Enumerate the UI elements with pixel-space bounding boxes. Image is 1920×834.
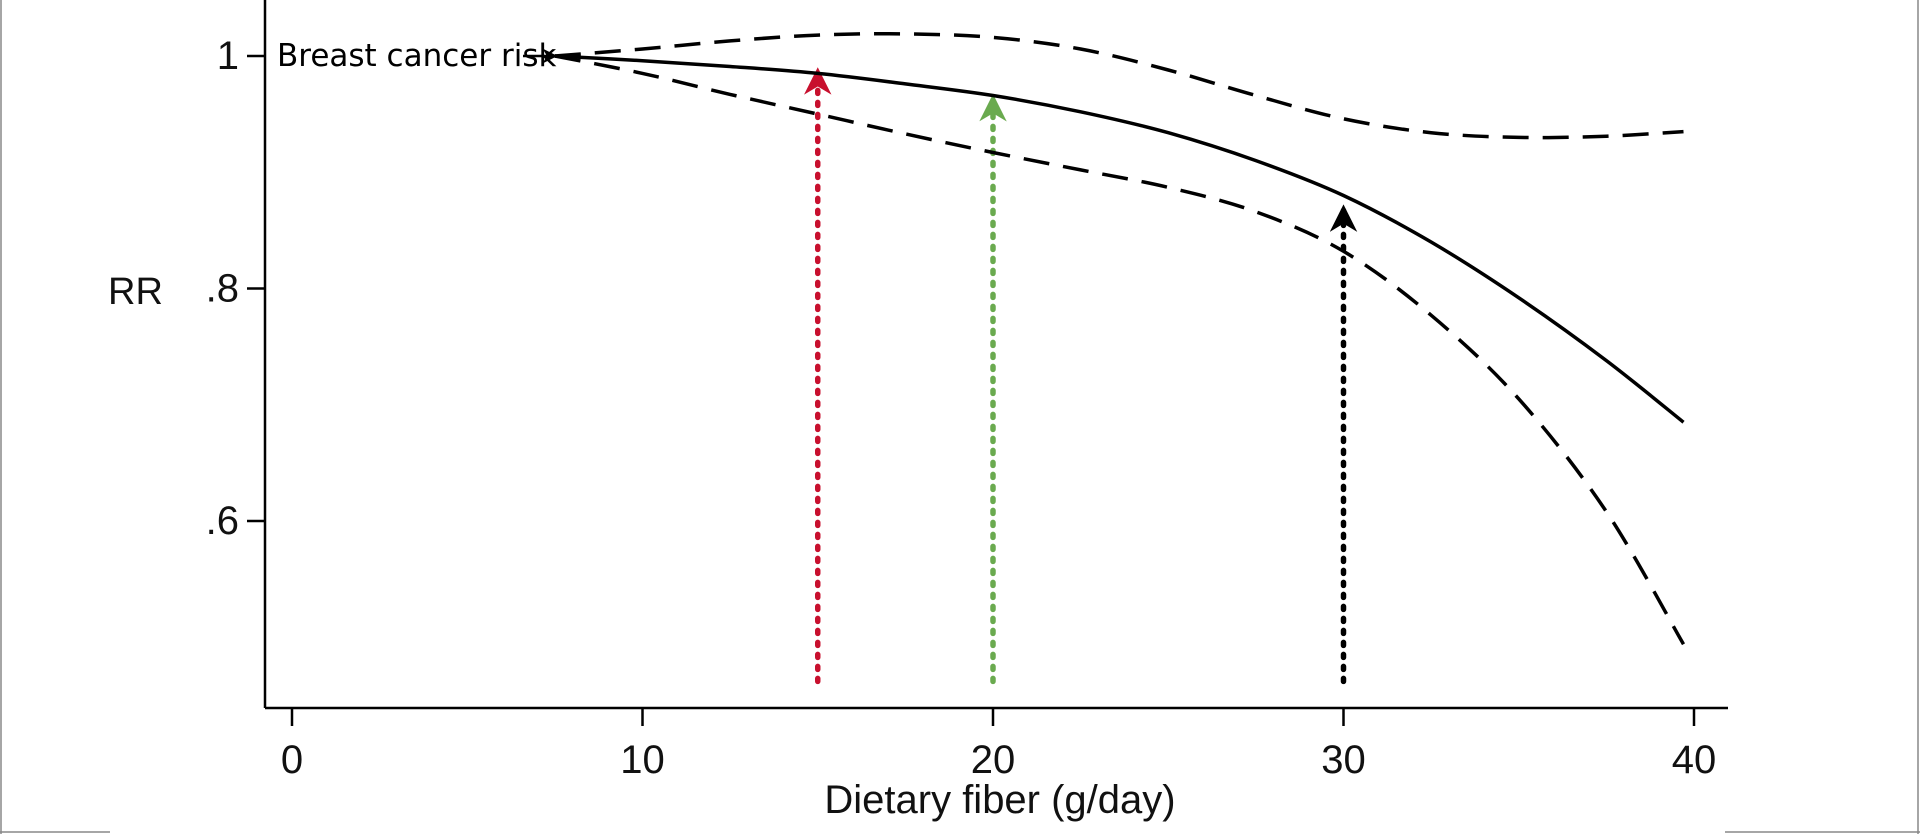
y-axis-label: RR [108, 271, 163, 313]
y-tick-label: 1 [217, 34, 239, 78]
annotation-text: Breast cancer risk [277, 38, 556, 74]
y-tick-label: .6 [206, 499, 239, 543]
upper-ci-curve [554, 32, 1684, 140]
x-axis-ticks: 0 10 20 30 40 [281, 708, 1716, 782]
x-tick-label: 20 [971, 738, 1016, 782]
x-tick-label: 30 [1321, 738, 1366, 782]
y-tick-label: .8 [206, 267, 239, 311]
lower-ci-curve [554, 54, 1686, 646]
x-tick-label: 10 [620, 738, 665, 782]
series-group [554, 32, 1686, 646]
y-axis-ticks: 1 .8 .6 [206, 34, 265, 543]
x-axis-label: Dietary fiber (g/day) [824, 778, 1175, 822]
estimate-curve [554, 54, 1685, 424]
x-tick-label: 0 [281, 738, 303, 782]
x-tick-label: 40 [1672, 738, 1717, 782]
reference-arrows [804, 67, 1358, 685]
